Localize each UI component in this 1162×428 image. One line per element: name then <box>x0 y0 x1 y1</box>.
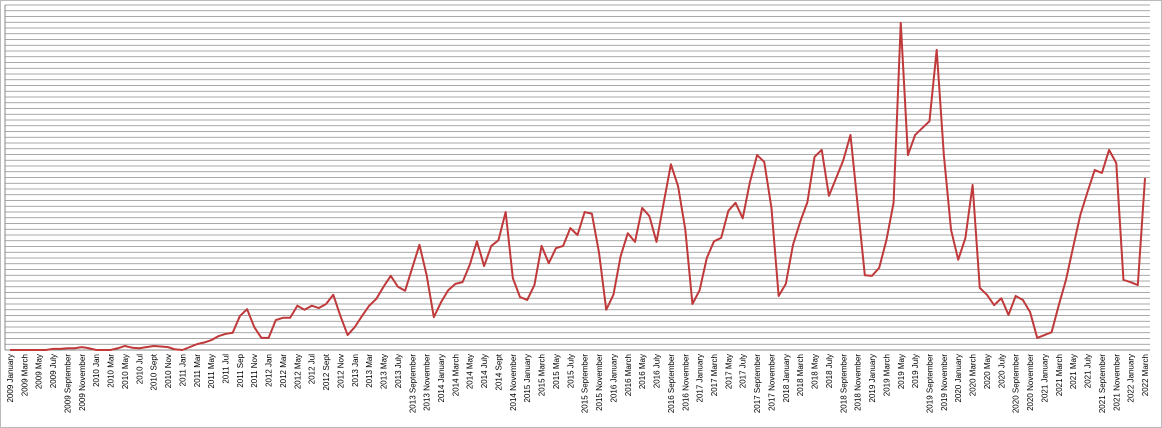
x-tick-label: 2016 January <box>609 354 618 402</box>
x-tick-label: 2017 November <box>767 354 776 411</box>
x-tick-label: 2014 March <box>451 354 460 396</box>
x-tick-label: 2014 January <box>437 354 446 402</box>
x-tick-label: 2016 May <box>638 354 647 389</box>
x-tick-label: 2015 January <box>523 354 532 402</box>
x-tick-label: 2019 May <box>897 354 906 389</box>
x-tick-label: 2018 July <box>825 354 834 388</box>
x-tick-label: 2011 Jul <box>222 354 231 384</box>
x-tick-label: 2019 March <box>882 354 891 396</box>
x-tick-label: 2012 Sept <box>322 353 331 390</box>
x-tick-label: 2019 September <box>925 354 934 413</box>
x-tick-label: 2021 September <box>1098 354 1107 413</box>
x-tick-label: 2009 September <box>63 354 72 413</box>
x-tick-label: 2018 March <box>796 354 805 396</box>
x-tick-label: 2012 May <box>293 354 302 389</box>
x-tick-label: 2018 May <box>811 354 820 389</box>
x-tick-label: 2021 May <box>1069 354 1078 389</box>
x-tick-label: 2016 September <box>667 354 676 413</box>
x-tick-label: 2019 November <box>940 354 949 411</box>
x-tick-label: 2013 November <box>423 354 432 411</box>
x-tick-label: 2020 July <box>997 354 1006 388</box>
x-tick-label: 2021 March <box>1055 354 1064 396</box>
x-tick-label: 2017 January <box>696 354 705 402</box>
x-tick-label: 2018 November <box>854 354 863 411</box>
x-tick-label: 2020 March <box>969 354 978 396</box>
x-tick-label: 2021 November <box>1112 354 1121 411</box>
x-tick-label: 2014 November <box>509 354 518 411</box>
x-tick-label: 2022 March <box>1141 354 1150 396</box>
x-tick-label: 2013 May <box>380 354 389 389</box>
x-tick-label: 2011 Sep <box>236 353 245 387</box>
x-tick-label: 2020 September <box>1012 354 1021 413</box>
x-tick-label: 2021 July <box>1084 354 1093 388</box>
x-tick-label: 2010 Mar <box>107 354 116 388</box>
x-tick-label: 2017 September <box>753 354 762 413</box>
data-line <box>10 21 1146 351</box>
x-tick-label: 2014 May <box>466 354 475 389</box>
x-tick-label: 2016 November <box>681 354 690 411</box>
x-tick-label: 2017 May <box>724 354 733 389</box>
x-tick-label: 2013 July <box>394 354 403 388</box>
x-tick-label: 2016 July <box>653 354 662 388</box>
x-tick-label: 2021 January <box>1040 354 1049 402</box>
x-tick-label: 2011 May <box>207 354 216 389</box>
x-tick-label: 2012 Jul <box>308 354 317 384</box>
x-tick-label: 2011 Jan <box>178 354 187 386</box>
x-tick-label: 2020 November <box>1026 354 1035 411</box>
x-tick-label: 2015 July <box>566 354 575 388</box>
x-tick-label: 2013 Jan <box>351 354 360 387</box>
x-tick-label: 2010 Jul <box>135 354 144 384</box>
x-tick-label: 2012 Nov <box>336 354 345 388</box>
x-tick-label: 2018 January <box>782 354 791 402</box>
x-tick-label: 2014 Sept <box>494 353 503 390</box>
x-tick-label: 2010 Sept <box>150 353 159 390</box>
x-tick-label: 2015 May <box>552 354 561 389</box>
x-tick-label: 2012 Jan <box>265 354 274 387</box>
x-tick-label: 2011 Nov <box>250 354 259 388</box>
x-tick-label: 2019 January <box>868 354 877 402</box>
x-tick-label: 2022 January <box>1127 354 1136 402</box>
x-tick-label: 2009 March <box>20 354 29 396</box>
x-tick-label: 2010 May <box>121 354 130 389</box>
x-tick-label: 2015 November <box>595 354 604 411</box>
x-tick-label: 2016 March <box>624 354 633 396</box>
x-tick-label: 2017 July <box>739 354 748 388</box>
x-tick-label: 2009 January <box>6 354 15 402</box>
x-tick-label: 2018 September <box>839 354 848 413</box>
x-tick-label: 2012 Mar <box>279 354 288 388</box>
x-tick-label: 2009 July <box>49 354 58 388</box>
x-tick-label: 2014 July <box>480 354 489 388</box>
x-tick-label: 2020 January <box>954 354 963 402</box>
x-tick-label: 2010 Jan <box>92 354 101 387</box>
x-tick-label: 2017 March <box>710 354 719 396</box>
x-tick-label: 2015 March <box>538 354 547 396</box>
x-tick-label: 2011 Mar <box>193 354 202 388</box>
x-tick-label: 2015 September <box>581 354 590 413</box>
x-tick-label: 2020 May <box>983 354 992 389</box>
x-tick-label: 2019 July <box>911 354 920 388</box>
x-tick-label: 2009 May <box>35 354 44 389</box>
x-tick-label: 2013 Mar <box>365 354 374 388</box>
x-tick-label: 2010 Nov <box>164 354 173 388</box>
x-tick-label: 2009 November <box>78 354 87 411</box>
x-tick-label: 2013 September <box>408 354 417 413</box>
